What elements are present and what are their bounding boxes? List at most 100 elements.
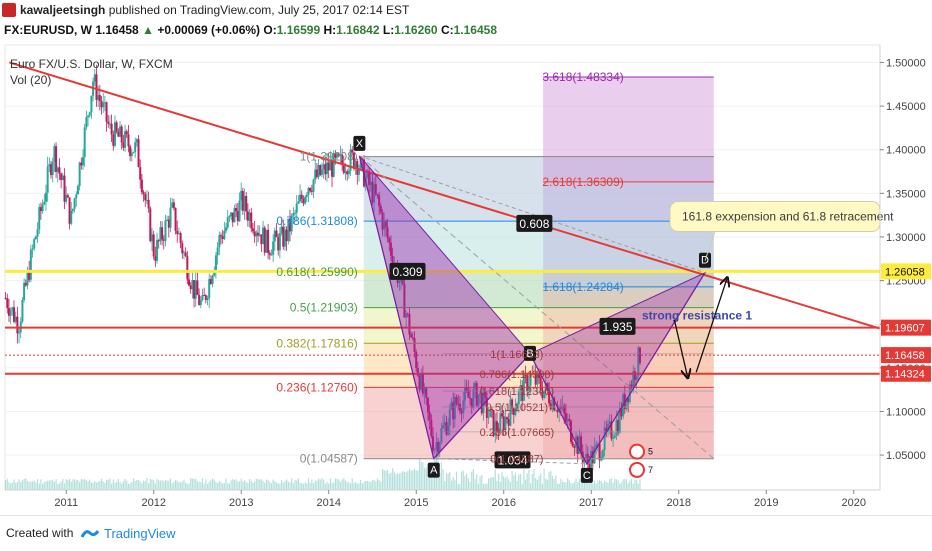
fib-level-label: 0.236(1.12760) <box>276 380 357 394</box>
event-flag-icon[interactable] <box>629 461 645 478</box>
volume-bar <box>299 482 301 490</box>
volume-bar <box>560 478 562 490</box>
volume-bar <box>570 483 572 490</box>
candle-body <box>31 248 34 250</box>
volume-bar <box>349 483 352 490</box>
callout-pointer <box>704 231 716 261</box>
candle-body <box>238 200 241 222</box>
candle-body <box>347 170 350 175</box>
candle-body <box>102 102 105 108</box>
volume-bar <box>331 482 333 490</box>
candle-body <box>517 391 520 405</box>
candle-body <box>312 179 315 192</box>
candle-body <box>51 161 54 176</box>
time-tick-label: 2011 <box>54 497 78 509</box>
volume-bar <box>265 479 268 490</box>
candle-body <box>610 421 613 439</box>
callout-text: 161.8 exxpension and 61.8 retracement <box>682 210 894 224</box>
volume-bar <box>413 468 416 490</box>
dashed-diagonal-line <box>359 155 715 459</box>
volume-bar <box>425 467 427 490</box>
volume-bar <box>122 481 124 490</box>
volume-bar <box>408 468 411 490</box>
candle-body <box>26 270 29 286</box>
volume-bar <box>524 479 527 490</box>
candle-body <box>447 425 450 435</box>
candle-body <box>438 442 441 452</box>
candle-body <box>511 399 514 409</box>
volume-bar <box>385 470 387 490</box>
volume-bar <box>25 478 27 490</box>
volume-bar <box>38 483 40 490</box>
candle-body <box>255 232 258 237</box>
volume-bar <box>217 483 219 490</box>
candle-body <box>514 408 517 415</box>
candle-body <box>75 194 78 199</box>
volume-bar <box>363 481 365 490</box>
volume-bar <box>321 478 323 490</box>
candle-body <box>171 202 174 208</box>
author-name[interactable]: kawaljeetsingh <box>20 3 106 17</box>
tradingview-brand[interactable]: TradingView <box>104 526 176 541</box>
volume-bar <box>407 471 409 490</box>
volume-bar <box>629 480 631 490</box>
small-fib-label: 0.236(1.07665) <box>480 427 555 439</box>
volume-bar <box>637 483 639 490</box>
footer: Created with TradingView <box>0 515 932 551</box>
volume-bar <box>277 483 279 490</box>
candle-body <box>112 134 115 146</box>
candle-body <box>82 157 85 166</box>
volume-bar <box>449 471 451 490</box>
volume-bar <box>124 478 126 490</box>
volume-bar <box>334 478 337 490</box>
candle-body <box>563 405 566 414</box>
candle-body <box>373 184 376 203</box>
volume-bar <box>444 481 446 490</box>
volume-legend: Vol (20) <box>10 73 51 87</box>
candle-body <box>188 279 191 286</box>
candle-body <box>277 237 280 251</box>
symbol: FX:EURUSD, W <box>4 23 92 37</box>
candle-body <box>320 169 323 175</box>
candle-body <box>512 408 515 415</box>
candle-body <box>633 371 636 381</box>
candle-body <box>445 422 448 435</box>
candle-body <box>287 218 290 242</box>
volume-bar <box>417 470 419 490</box>
volume-bar <box>257 479 259 490</box>
volume-bar <box>142 480 145 490</box>
candle-body <box>167 219 170 228</box>
volume-bar <box>338 479 340 490</box>
volume-bar <box>536 479 538 490</box>
candle-body <box>354 161 357 169</box>
event-flag-icon[interactable] <box>629 443 645 460</box>
candle-body <box>479 392 482 395</box>
volume-bar <box>553 479 555 490</box>
candle-body <box>352 152 355 169</box>
volume-bar <box>166 480 168 490</box>
fib-level-label: 0(1.04587) <box>300 452 358 466</box>
volume-bar <box>312 483 315 490</box>
candle-body <box>564 413 567 422</box>
candle-body <box>93 74 96 82</box>
volume-bar <box>392 468 394 490</box>
volume-bar <box>516 480 518 490</box>
volume-bar <box>346 482 348 490</box>
candle-body <box>509 399 512 426</box>
volume-bar <box>486 483 488 490</box>
volume-bar <box>254 481 256 490</box>
volume-bar <box>499 481 501 490</box>
volume-bar <box>550 470 552 490</box>
candle-body <box>184 252 187 257</box>
price-tick-label: 1.50000 <box>886 57 926 69</box>
volume-bar <box>92 482 94 490</box>
volume-bar <box>280 479 283 490</box>
volume-bar <box>173 481 175 490</box>
candle-body <box>613 435 616 438</box>
volume-bar <box>423 468 426 490</box>
candle-body <box>300 194 303 200</box>
candle-body <box>95 74 98 100</box>
candle-body <box>342 163 345 173</box>
candle-body <box>140 179 143 193</box>
